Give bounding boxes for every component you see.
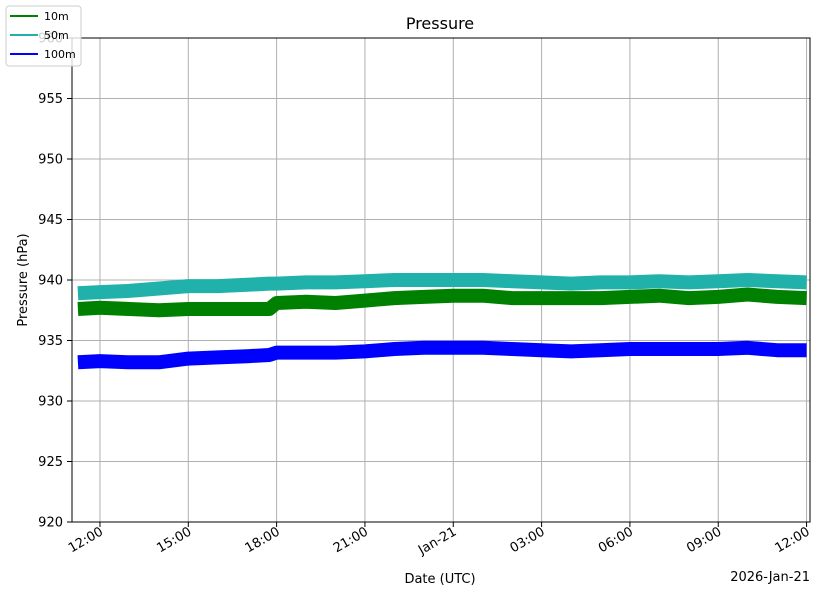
legend: 10m 50m 100m	[5, 5, 82, 67]
y-tick-label: 940	[38, 274, 63, 289]
y-tick-label: 945	[38, 213, 63, 228]
data-series	[77, 273, 807, 370]
legend-label: 50m	[44, 29, 69, 42]
y-axis-title: Pressure (hPa)	[16, 233, 31, 326]
y-tick-label: 925	[38, 455, 63, 470]
legend-label: 10m	[44, 10, 69, 23]
chart-title: Pressure	[406, 14, 474, 33]
y-tick-label: 950	[38, 153, 63, 168]
legend-label: 100m	[44, 48, 76, 61]
y-tick-label: 920	[38, 516, 63, 531]
legend-frame	[5, 5, 82, 67]
x-axis-offset-text: 2026-Jan-21	[730, 570, 810, 585]
y-tick-label: 955	[38, 92, 63, 107]
y-tick-label: 930	[38, 395, 63, 410]
y-tick-label: 935	[38, 334, 63, 349]
x-axis-title: Date (UTC)	[404, 572, 475, 587]
